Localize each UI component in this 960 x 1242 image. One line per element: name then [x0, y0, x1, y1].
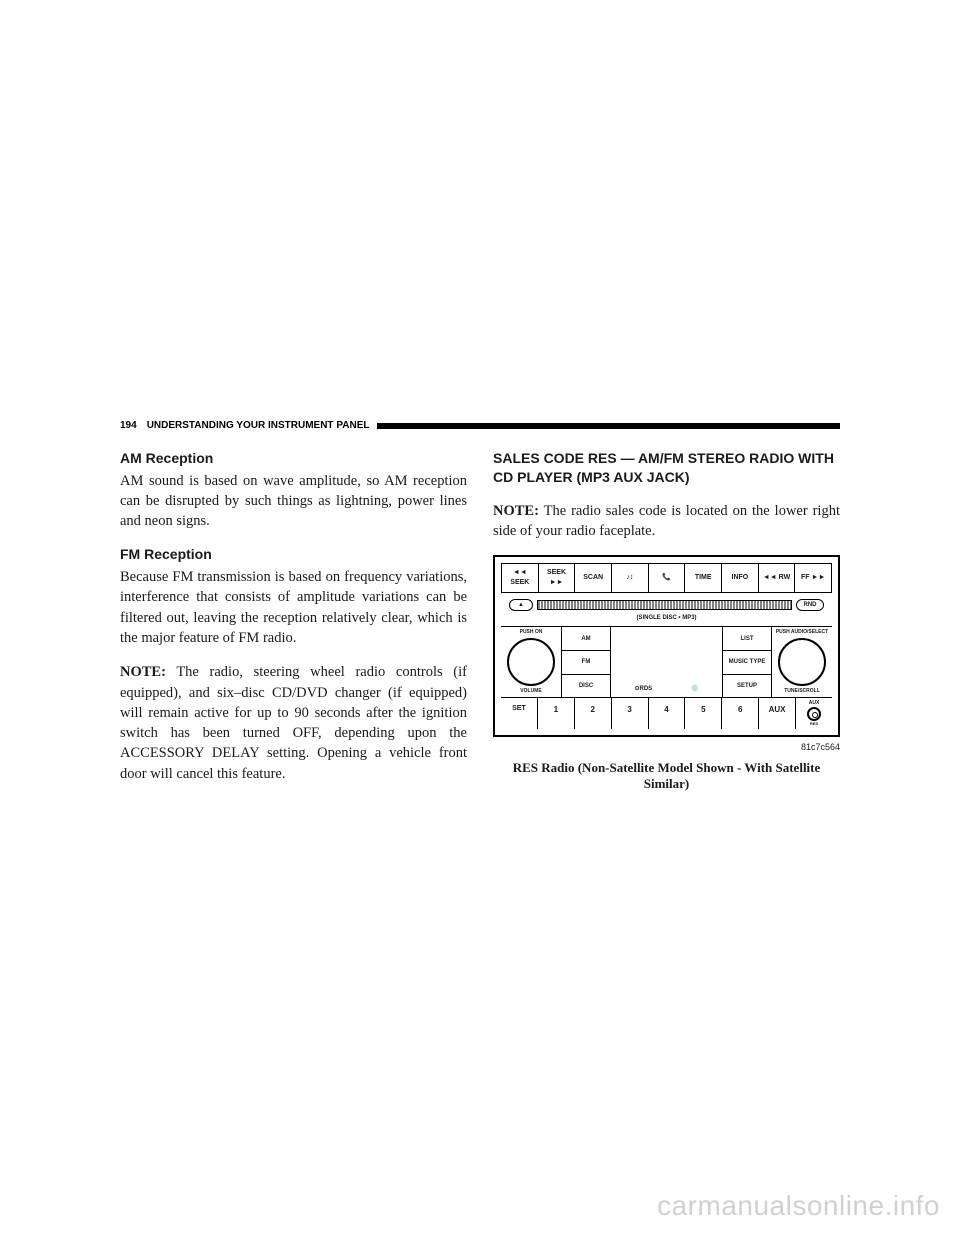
note-body: The radio, steering wheel radio controls… [120, 664, 467, 781]
ff-button: FF ►► [795, 564, 831, 592]
note-label: NOTE: [120, 664, 166, 680]
aux-label: AUX [809, 700, 820, 707]
phone-button: 📞 [649, 564, 686, 592]
header-bar: 194 UNDERSTANDING YOUR INSTRUMENT PANEL [120, 420, 840, 431]
radio-display: ⊙RDS 💿 [611, 627, 722, 697]
figure-caption: RES Radio (Non-Satellite Model Shown - W… [493, 760, 840, 794]
preset-1: 1 [538, 698, 575, 729]
rds-logo: ⊙RDS [634, 685, 652, 693]
page-number: 194 [120, 420, 137, 431]
right-note-label: NOTE: [493, 503, 539, 519]
left-mid-buttons: AM FM DISC [561, 627, 611, 697]
volume-knob-section: PUSH ON VOLUME [501, 627, 561, 697]
radio-bottom-row: SET 1 2 3 4 5 6 AUX AUX RES [501, 698, 832, 729]
rw-button: ◄◄ RW [759, 564, 796, 592]
am-reception-heading: AM Reception [120, 449, 467, 469]
aux-jack-icon [807, 707, 821, 721]
cd-slot-row: ▲ RND [501, 599, 832, 611]
time-button: TIME [685, 564, 722, 592]
music-type-button: MUSIC TYPE [723, 651, 771, 675]
radio-top-button-row: ◄◄ SEEK SEEK ►► SCAN ♪↕ 📞 TIME INFO ◄◄ R… [501, 563, 832, 593]
figure-code: 81c7c564 [493, 741, 840, 754]
right-note-body: The radio sales code is located on the l… [493, 503, 840, 539]
info-button: INFO [722, 564, 759, 592]
am-button: AM [562, 627, 610, 651]
preset-4: 4 [649, 698, 686, 729]
aux-jack-section: AUX RES [796, 698, 832, 729]
fm-reception-heading: FM Reception [120, 545, 467, 565]
scan-button: SCAN [575, 564, 612, 592]
cd-slot [537, 600, 792, 610]
aux-button: AUX [759, 698, 795, 729]
header-title: UNDERSTANDING YOUR INSTRUMENT PANEL [147, 420, 370, 431]
right-mid-buttons: LIST MUSIC TYPE SETUP [722, 627, 772, 697]
setup-button: SETUP [723, 675, 771, 698]
right-column: SALES CODE RES — AM/FM STEREO RADIO WITH… [493, 449, 840, 798]
tune-label: TUNE/SCROLL [784, 688, 820, 695]
two-column-layout: AM Reception AM sound is based on wave a… [120, 449, 840, 798]
preset-3: 3 [612, 698, 649, 729]
watermark: carmanualsonline.info [657, 1190, 940, 1222]
volume-knob [507, 638, 555, 686]
left-column: AM Reception AM sound is based on wave a… [120, 449, 467, 798]
right-note-paragraph: NOTE: The radio sales code is located on… [493, 501, 840, 542]
volume-label: VOLUME [520, 688, 541, 695]
slot-label: (SINGLE DISC • MP3) [501, 614, 832, 622]
preset-row: SET 1 2 3 4 5 6 AUX [501, 698, 796, 729]
preset-6: 6 [722, 698, 759, 729]
list-button: LIST [723, 627, 771, 651]
header-divider-line [377, 423, 840, 429]
res-label: RES [810, 721, 818, 727]
tune-knob-section: PUSH AUDIO/SELECT TUNE/SCROLL [772, 627, 832, 697]
am-reception-body: AM sound is based on wave amplitude, so … [120, 471, 467, 532]
push-audio-label: PUSH AUDIO/SELECT [776, 629, 828, 636]
disc-button: DISC [562, 675, 610, 698]
set-button: SET [501, 698, 538, 729]
cd-logo-icon: 💿 [691, 685, 698, 693]
fm-button: FM [562, 651, 610, 675]
radio-figure: ◄◄ SEEK SEEK ►► SCAN ♪↕ 📞 TIME INFO ◄◄ R… [493, 555, 840, 737]
tune-knob [778, 638, 826, 686]
radio-mid-section: PUSH ON VOLUME AM FM DISC ⊙RDS 💿 LIS [501, 626, 832, 698]
push-on-label: PUSH ON [520, 629, 543, 636]
seek-fwd-button: SEEK ►► [539, 564, 576, 592]
seek-back-button: ◄◄ SEEK [502, 564, 539, 592]
rnd-button: RND [796, 599, 824, 611]
eject-button: ▲ [509, 599, 533, 611]
page-container: 194 UNDERSTANDING YOUR INSTRUMENT PANEL … [0, 0, 960, 798]
music-note-button: ♪↕ [612, 564, 649, 592]
preset-5: 5 [685, 698, 722, 729]
note-paragraph: NOTE: The radio, steering wheel radio co… [120, 662, 467, 784]
sales-code-heading: SALES CODE RES — AM/FM STEREO RADIO WITH… [493, 449, 840, 487]
preset-2: 2 [575, 698, 612, 729]
fm-reception-body: Because FM transmission is based on freq… [120, 567, 467, 648]
